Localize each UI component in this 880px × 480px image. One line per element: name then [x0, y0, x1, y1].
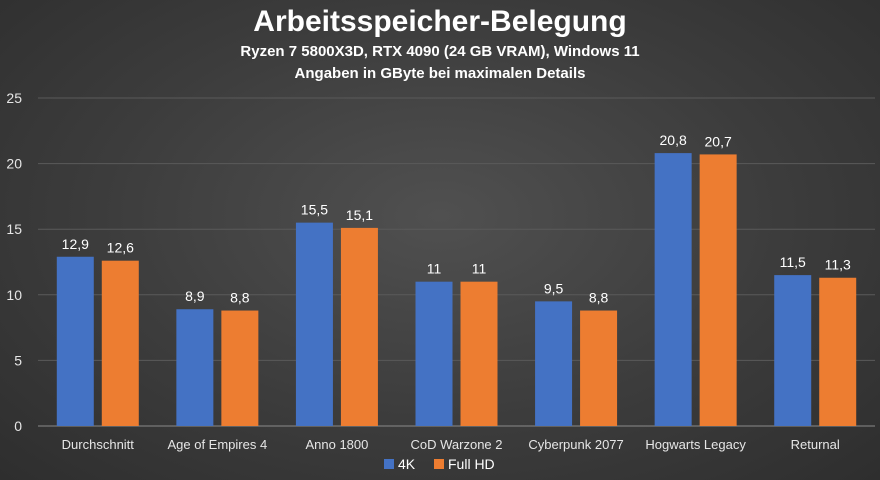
- data-label: 9,5: [544, 280, 564, 296]
- y-tick-label: 10: [6, 287, 22, 303]
- bar-full-hd: [340, 227, 378, 426]
- bar-full-hd: [221, 310, 259, 426]
- gridlines: [38, 97, 875, 427]
- y-tick-label: 20: [6, 156, 22, 172]
- bar-4k: [535, 301, 573, 426]
- data-label: 11,5: [780, 254, 806, 270]
- data-labels: 12,9 12,6 8,9 8,8 15,5 15,1 11 11 9,5 8,8 20,8 20,7…: [62, 132, 851, 305]
- data-label: 8,9: [185, 288, 205, 304]
- bar-full-hd: [580, 310, 618, 426]
- bars: [56, 153, 857, 426]
- x-category-label: Cyberpunk 2077: [528, 437, 623, 452]
- x-category-label: Returnal: [791, 437, 840, 452]
- data-label: 20,7: [705, 133, 732, 149]
- x-category-label: Durchschnitt: [62, 437, 135, 452]
- bar-4k: [56, 256, 94, 426]
- y-tick-label: 5: [14, 352, 22, 368]
- bar-full-hd: [460, 281, 498, 426]
- chart-subtitle-line-1: Ryzen 7 5800X3D, RTX 4090 (24 GB VRAM), …: [240, 43, 639, 60]
- legend-swatch: [434, 459, 444, 469]
- x-axis-categories: Durchschnitt Age of Empires 4 Anno 1800 CoD…: [62, 437, 840, 452]
- legend: 4K Full HD: [384, 456, 495, 472]
- data-label: 12,9: [62, 236, 89, 252]
- bar-4k: [654, 153, 692, 426]
- chart-title: Arbeitsspeicher-Belegung: [253, 5, 626, 38]
- data-label: 15,5: [301, 202, 328, 218]
- data-label: 12,6: [107, 240, 134, 256]
- y-axis-ticks: 0 5 10 15 20 25: [6, 90, 22, 434]
- data-label: 8,8: [589, 290, 609, 306]
- data-label: 11: [427, 261, 442, 277]
- y-tick-label: 0: [14, 418, 22, 434]
- x-category-label: CoD Warzone 2: [411, 437, 503, 452]
- bar-4k: [176, 309, 214, 426]
- x-category-label: Anno 1800: [305, 437, 368, 452]
- chart-subtitle-line-2: Angaben in GByte bei maximalen Details: [295, 65, 586, 82]
- data-label: 15,1: [346, 207, 373, 223]
- data-label: 20,8: [660, 132, 687, 148]
- bar-4k: [295, 222, 333, 426]
- legend-label: Full HD: [448, 456, 495, 472]
- y-tick-label: 25: [6, 90, 22, 106]
- x-category-label: Hogwarts Legacy: [645, 437, 746, 452]
- data-label: 11: [472, 261, 487, 277]
- legend-swatch: [384, 459, 394, 469]
- bar-full-hd: [101, 260, 139, 426]
- bar-full-hd: [819, 277, 857, 426]
- bar-4k: [774, 275, 812, 426]
- bar-4k: [415, 281, 453, 426]
- data-label: 8,8: [230, 290, 250, 306]
- legend-label: 4K: [398, 456, 416, 472]
- bar-full-hd: [699, 154, 737, 426]
- data-label: 11,3: [825, 257, 851, 273]
- x-category-label: Age of Empires 4: [167, 437, 267, 452]
- y-tick-label: 15: [6, 221, 22, 237]
